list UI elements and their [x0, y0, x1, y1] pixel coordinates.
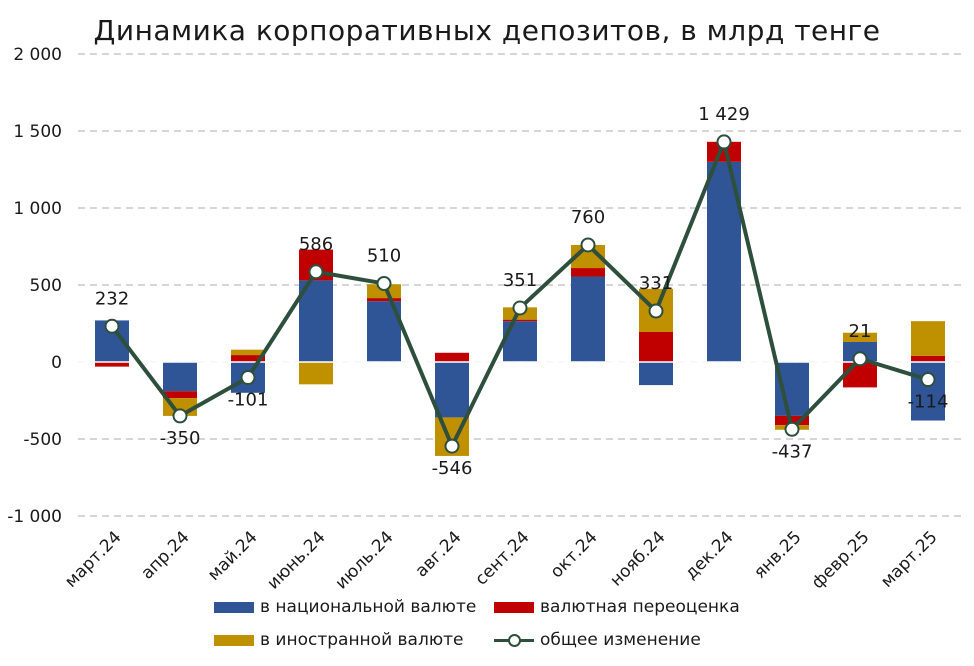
- bar-segment-national: [503, 321, 537, 362]
- legend-item-total: общее изменение: [494, 630, 701, 650]
- legend-item-revaluation: валютная переоценка: [494, 597, 740, 617]
- data-label: 21: [849, 321, 872, 342]
- chart-title: Динамика корпоративных депозитов, в млрд…: [93, 14, 881, 47]
- bar-segment-foreign: [299, 362, 333, 385]
- y-tick-label: 0: [51, 353, 62, 373]
- x-tick-label: апр.24: [137, 527, 193, 583]
- bar-segment-national: [571, 276, 605, 362]
- data-label: -437: [772, 441, 813, 462]
- total-change-marker: [172, 408, 188, 424]
- legend-label-revaluation: валютная переоценка: [540, 597, 740, 617]
- y-tick-label: 500: [30, 276, 62, 296]
- legend-item-foreign: в иностранной валюте: [214, 630, 464, 650]
- legend-label-national: в национальной валюте: [260, 597, 477, 617]
- total-change-marker: [444, 438, 460, 454]
- total-change-marker: [852, 351, 868, 367]
- bar-segment-revaluation: [435, 352, 469, 362]
- x-tick-label: янв.25: [750, 527, 805, 582]
- y-tick-label: -1 000: [7, 507, 62, 527]
- y-tick-label: -500: [23, 430, 62, 450]
- bar-segment-national: [775, 362, 809, 416]
- bar-segment-foreign: [843, 332, 877, 342]
- bar-segment-national: [639, 362, 673, 386]
- legend-swatch-revaluation: [494, 601, 534, 613]
- data-label: -101: [228, 390, 269, 411]
- data-label: 232: [95, 288, 129, 309]
- bar-segment-national: [163, 362, 197, 392]
- y-tick-label: 1 500: [13, 122, 62, 142]
- legend-label-total: общее изменение: [540, 630, 701, 650]
- x-tick-label: июль.24: [332, 527, 398, 593]
- total-change-marker: [920, 372, 936, 388]
- total-change-marker: [308, 264, 324, 280]
- bar-segment-revaluation: [639, 331, 673, 362]
- x-tick-label: авг.24: [412, 527, 466, 581]
- data-label: -114: [908, 392, 949, 413]
- total-change-marker: [784, 421, 800, 437]
- bar-segment-foreign: [367, 284, 401, 299]
- bar-segment-revaluation: [571, 268, 605, 277]
- data-label: 1 429: [698, 104, 750, 125]
- bar-segment-revaluation: [503, 319, 537, 322]
- total-change-marker: [648, 303, 664, 319]
- total-change-marker: [104, 318, 120, 334]
- bar-segment-revaluation: [231, 355, 265, 362]
- bar-segment-foreign: [231, 349, 265, 356]
- data-label: -350: [160, 428, 201, 449]
- x-tick-label: июнь.24: [263, 527, 329, 593]
- x-tick-label: окт.24: [547, 527, 602, 582]
- data-label: 586: [299, 234, 333, 255]
- y-tick-label: 1 000: [13, 199, 62, 219]
- total-change-marker: [580, 237, 596, 253]
- x-tick-label: сент.24: [471, 527, 533, 589]
- data-label: 510: [367, 245, 401, 266]
- bar-segment-national: [299, 280, 333, 362]
- legend-swatch-foreign: [214, 634, 254, 646]
- x-tick-label: февр.25: [808, 527, 874, 593]
- bar-segment-revaluation: [163, 391, 197, 399]
- bar-segment-revaluation: [367, 298, 401, 302]
- total-change-marker: [512, 300, 528, 316]
- legend-label-foreign: в иностранной валюте: [260, 630, 464, 650]
- data-label: 760: [571, 207, 605, 228]
- bar-segment-national: [435, 362, 469, 418]
- total-change-marker: [376, 275, 392, 291]
- bar-segment-revaluation: [95, 362, 129, 367]
- y-tick-label: 2 000: [13, 45, 62, 65]
- legend-swatch-total: [494, 633, 534, 647]
- legend-swatch-national: [214, 601, 254, 613]
- bar-segment-national: [911, 362, 945, 421]
- data-label: 351: [503, 270, 537, 291]
- x-tick-label: март.25: [877, 527, 941, 591]
- x-tick-label: май.24: [204, 527, 262, 585]
- x-tick-label: нояб.24: [606, 527, 669, 590]
- bar-segment-revaluation: [911, 355, 945, 362]
- x-tick-label: дек.24: [681, 527, 737, 583]
- bar-segment-revaluation: [775, 415, 809, 426]
- bar-segment-revaluation: [707, 141, 741, 162]
- total-change-marker: [240, 370, 256, 386]
- total-change-marker: [716, 134, 732, 150]
- x-tick-label: март.24: [61, 527, 125, 591]
- data-label: 331: [639, 273, 673, 294]
- bar-segment-foreign: [911, 321, 945, 356]
- data-label: -546: [432, 458, 473, 479]
- legend-item-national: в национальной валюте: [214, 597, 476, 617]
